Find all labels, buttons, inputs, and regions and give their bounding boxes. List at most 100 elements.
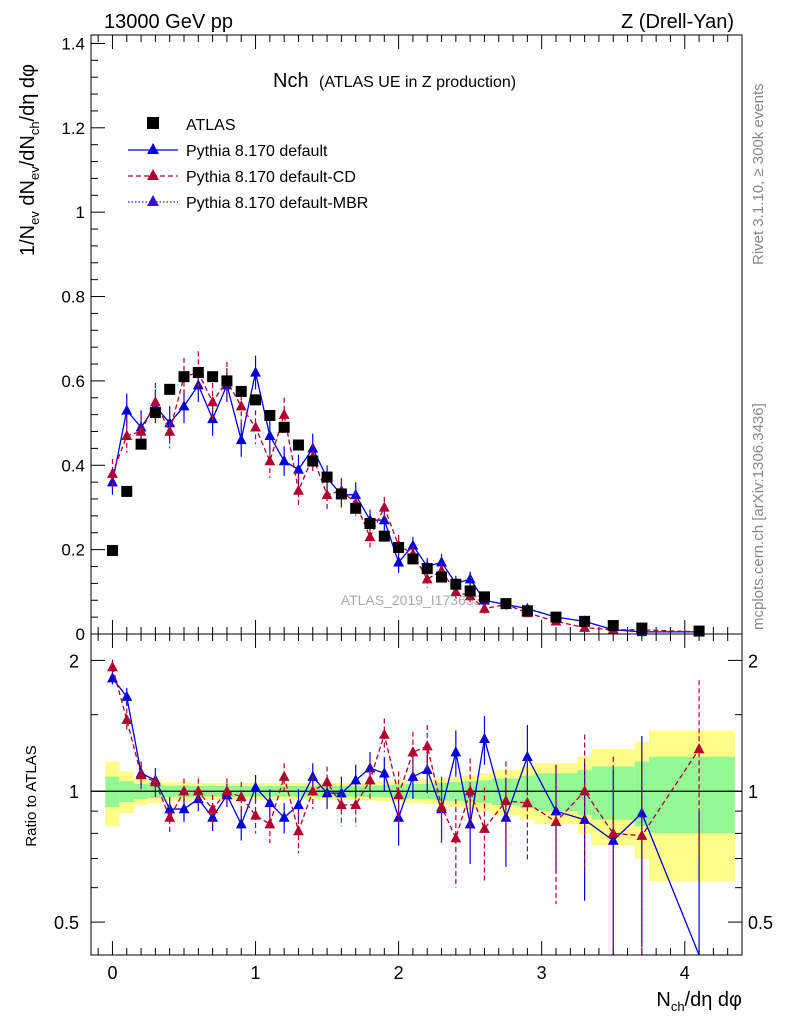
legend-marker-mbr	[147, 195, 159, 206]
ratio-band-stat	[649, 756, 735, 834]
data-point	[164, 383, 176, 395]
ratio-series-marker	[393, 789, 405, 800]
ratio-series-marker	[479, 822, 490, 833]
ratio-series-marker	[192, 785, 204, 796]
series-marker	[178, 400, 190, 411]
ratio-series-marker	[500, 794, 512, 806]
ratio-series-marker	[335, 798, 347, 810]
x-tick-label: 0	[107, 963, 117, 983]
ratio-series-marker	[421, 740, 433, 751]
y-tick-label: 0.2	[61, 541, 85, 560]
data-point	[636, 622, 648, 634]
data-point	[350, 502, 362, 514]
series-marker	[250, 366, 261, 377]
ratio-y-tick-label: 2	[69, 651, 79, 671]
y-tick-label: 0.6	[61, 372, 85, 391]
ratio-series-marker	[464, 785, 476, 796]
ratio-series-marker	[221, 785, 233, 796]
ratio-series-marker	[550, 815, 562, 827]
legend-label-mbr: Pythia 8.170 default-MBR	[186, 195, 368, 212]
series-marker	[293, 484, 304, 495]
series-marker	[235, 400, 247, 411]
legend-label-default: Pythia 8.170 default	[186, 143, 328, 160]
series-marker	[307, 442, 319, 453]
series-marker	[207, 395, 219, 407]
series-marker	[235, 433, 247, 445]
series-marker	[149, 395, 161, 407]
ratio-series-marker	[235, 818, 247, 829]
ratio-series-marker	[335, 787, 347, 798]
series-marker	[378, 501, 390, 512]
data-point	[421, 563, 433, 575]
data-point	[407, 553, 419, 565]
ratio-series-marker	[293, 825, 304, 836]
series-marker	[121, 404, 133, 415]
legend-marker-cd	[147, 169, 159, 180]
ratio-series-marker	[121, 713, 133, 724]
y-tick-label: 1	[76, 203, 85, 222]
series-marker	[464, 573, 476, 584]
legend-marker-atlas	[147, 117, 159, 129]
plot-subtitle: (ATLAS UE in Z production)	[319, 74, 516, 91]
ratio-series-marker	[135, 768, 147, 780]
ratio-series-marker	[264, 818, 276, 829]
legend-marker-default	[147, 143, 159, 154]
series-marker	[264, 429, 276, 440]
ratio-series-marker	[149, 776, 161, 787]
series-marker	[321, 488, 333, 499]
ratio-y-tick-label-right: 1	[748, 782, 758, 802]
y-tick-label: 0.4	[61, 456, 85, 475]
ratio-series-marker	[207, 811, 219, 822]
ratio-series-marker	[407, 770, 419, 781]
ratio-series-marker	[235, 790, 247, 802]
data-point	[192, 366, 204, 378]
data-point	[464, 585, 476, 597]
ratio-y-label: Ratio to ATLAS	[23, 745, 40, 846]
series-marker	[264, 455, 276, 466]
series-marker	[393, 556, 405, 567]
ratio-series-line	[111, 666, 700, 840]
series-marker	[450, 585, 462, 597]
data-point	[278, 421, 290, 433]
series-marker	[164, 425, 176, 436]
x-tick-label: 4	[680, 963, 690, 983]
series-line	[111, 372, 700, 633]
ratio-series-marker	[164, 803, 176, 814]
data-point	[121, 485, 133, 497]
data-point	[478, 591, 490, 603]
series-marker	[278, 408, 290, 419]
ratio-series-marker	[607, 827, 619, 838]
series-marker	[107, 467, 118, 478]
legend-label-cd: Pythia 8.170 default-CD	[186, 169, 356, 186]
plot-title: Nch	[273, 70, 309, 92]
data-point	[335, 488, 347, 500]
y-tick-label: 0	[76, 625, 85, 644]
data-point	[521, 605, 533, 617]
series-marker	[407, 539, 419, 550]
series-marker	[107, 476, 118, 487]
data-point	[178, 371, 190, 383]
ratio-series-marker	[636, 807, 648, 818]
series-marker	[479, 602, 490, 613]
series-marker	[421, 573, 433, 584]
data-point	[500, 598, 512, 610]
ratio-series-marker	[436, 800, 447, 812]
ratio-series-marker	[479, 732, 490, 744]
ratio-series-marker	[321, 776, 333, 787]
series-marker	[135, 425, 147, 436]
main-x-ticks	[97, 35, 729, 634]
ratio-frame	[90, 633, 743, 956]
main-plot: Nch (ATLAS UE in Z production) ATLAS_201…	[61, 34, 743, 644]
header-right: Z (Drell-Yan)	[621, 11, 734, 33]
series-marker	[121, 429, 133, 440]
mcplots-label: mcplots.cern.ch [arXiv:1306.3436]	[750, 403, 767, 630]
series-marker	[278, 455, 290, 466]
rivet-label: Rivet 3.1.10, ≥ 300k events	[750, 83, 767, 265]
ratio-series-marker	[293, 798, 304, 810]
data-point	[450, 578, 462, 590]
data-point	[607, 620, 619, 632]
series-marker	[378, 514, 390, 525]
ratio-series-marker	[378, 767, 390, 778]
data-point	[307, 455, 319, 467]
